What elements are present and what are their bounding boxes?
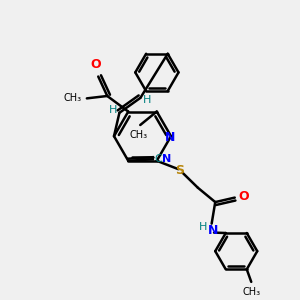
Text: N: N (165, 131, 176, 144)
Text: S: S (175, 164, 184, 177)
Text: N: N (162, 154, 171, 164)
Text: N: N (208, 224, 218, 237)
Text: H: H (199, 222, 207, 232)
Text: CH₃: CH₃ (63, 93, 81, 103)
Text: CH₃: CH₃ (130, 130, 148, 140)
Text: O: O (91, 58, 101, 71)
Text: CH₃: CH₃ (243, 287, 261, 297)
Text: O: O (238, 190, 249, 202)
Text: C: C (155, 154, 162, 164)
Text: H: H (109, 105, 117, 116)
Text: H: H (143, 95, 151, 105)
